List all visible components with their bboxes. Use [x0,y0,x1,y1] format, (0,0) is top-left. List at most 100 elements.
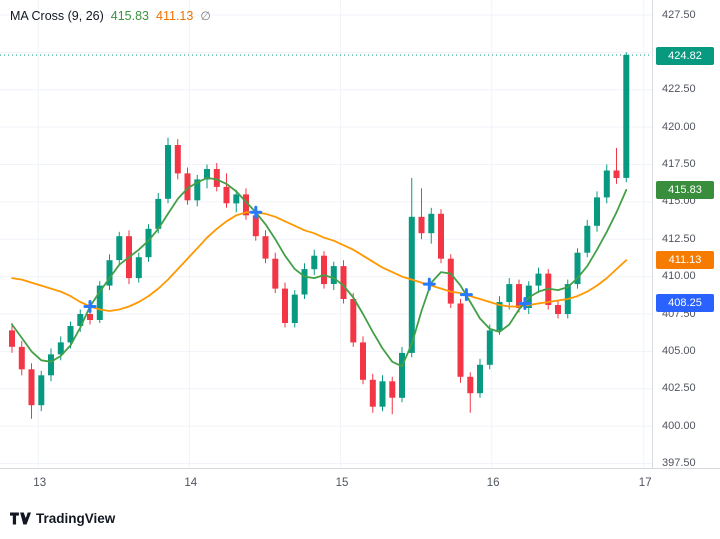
candle-body [535,273,542,286]
candle-body [418,216,425,234]
time-tick-label: 16 [486,477,500,489]
candle-body [252,215,259,237]
chart-footer: TradingView [0,498,720,539]
chart-pane[interactable]: MA Cross (9, 26) 415.83 411.13 ∅ [0,0,652,468]
ma-slow-value: 411.13 [156,9,194,23]
candle-body [399,352,405,398]
ma-fast-value: 415.83 [110,9,150,23]
candle-body [457,303,464,377]
candle-body [555,305,561,314]
price-badge-reference: 408.25 [656,294,714,313]
candle-body [223,186,230,204]
brand-name: TradingView [36,511,116,526]
candle-body [213,169,220,187]
candle-body [301,269,308,295]
cross-value: ∅ [200,9,211,23]
ma-cross-marker [249,205,263,219]
time-axis[interactable]: 13 14 15 16 17 [0,468,720,498]
candle-body [496,302,503,331]
candle-body [272,258,279,289]
candle-body [613,170,620,178]
price-badge-last-price: 424.82 [656,46,714,65]
candle-body [574,252,581,285]
candle-body [204,169,210,180]
indicator-legend[interactable]: MA Cross (9, 26) 415.83 411.13 ∅ [10,8,211,25]
indicator-title[interactable]: MA Cross (9, 26) [10,9,104,23]
time-tick-label: 13 [33,477,47,489]
candle-body [48,354,54,376]
tradingview-logo-icon [10,512,31,525]
candle-body [57,342,64,355]
candle-body [243,194,249,216]
time-tick-label: 14 [184,477,198,489]
ma-cross-marker [459,288,473,302]
price-tick-label: 410.00 [662,270,696,283]
price-tick-label: 400.00 [662,419,696,432]
time-tick-label: 15 [335,477,349,489]
candle-body [116,236,123,261]
candle-body [291,294,298,323]
candle-body [135,257,142,279]
candle-body [389,381,396,398]
candle-body [467,376,474,394]
candle-body [584,225,591,253]
price-tick-label: 412.50 [662,232,696,245]
ma-cross-marker [83,300,97,313]
candle-body [9,330,15,347]
candle-body [340,266,347,299]
candle-body [165,145,171,199]
candle-body [67,326,74,343]
price-tick-label: 422.50 [662,83,696,96]
candle-body [330,266,337,284]
ma-cross-marker [422,277,436,291]
candle-body [194,179,201,201]
candle-body [311,255,318,270]
price-tick-label: 427.50 [662,8,696,21]
candle-body [262,236,269,259]
candle-body [379,381,386,407]
candle-body [87,314,93,320]
candle-body [594,197,600,226]
price-badge-ma-fast: 415.83 [656,180,714,199]
candle-body [438,213,444,259]
candle-body [516,284,522,308]
time-tick-label: 17 [638,477,652,489]
ma-cross-marker [518,297,532,310]
candle-body [477,364,483,394]
price-tick-label: 405.00 [662,344,696,357]
ma-slow-line [11,211,628,312]
candle-body [155,198,162,229]
candle-body [447,258,454,304]
candle-body [350,299,357,343]
candle-body [233,194,240,204]
candle-body [18,346,25,370]
tradingview-link[interactable]: TradingView [10,511,115,526]
ma-fast-line [11,176,628,368]
candle-body [28,369,35,406]
candle-body [428,213,435,234]
candle-body [321,255,327,285]
price-tick-label: 402.50 [662,382,696,395]
price-tick-label: 417.50 [662,158,696,170]
candle-body [408,216,415,353]
candle-body [38,375,45,406]
price-plot[interactable] [0,0,652,468]
price-badge-ma-slow: 411.13 [656,251,714,270]
candle-body [184,173,191,201]
candle-body [486,330,493,365]
candle-body [145,228,152,258]
candle-body [106,260,113,286]
candle-body [282,288,288,323]
candle-body [77,314,84,326]
candle-body [603,170,610,198]
price-axis[interactable]: 427.50425.00422.50420.00417.50415.00412.… [652,0,720,469]
candle-body [174,145,181,174]
candle-body [369,379,376,407]
price-tick-label: 420.00 [662,120,696,133]
candle-body [360,342,366,380]
price-tick-label: 397.50 [662,457,696,469]
candle-body [623,55,630,178]
candle-body [506,284,513,302]
candle-body [96,285,103,320]
